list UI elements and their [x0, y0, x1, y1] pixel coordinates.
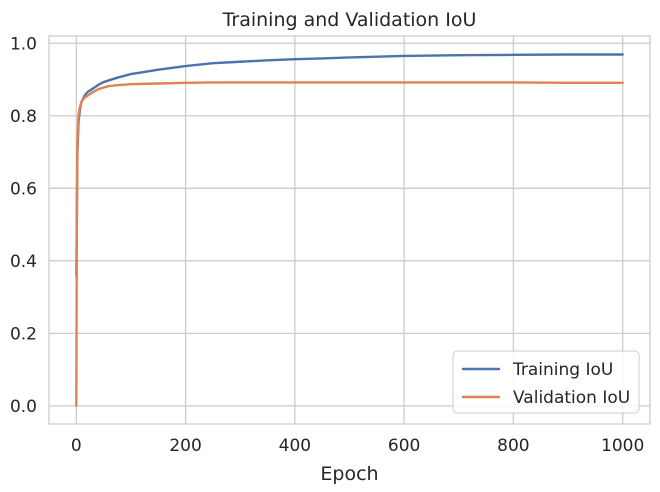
x-tick-label: 1000: [601, 436, 644, 456]
legend-label: Validation IoU: [513, 388, 630, 408]
chart-title: Training and Validation IoU: [222, 9, 477, 31]
x-tick-label: 800: [497, 436, 529, 456]
x-tick-label: 600: [388, 436, 420, 456]
y-tick-label: 0.6: [10, 179, 37, 199]
series-line-validation: [75, 81, 624, 408]
legend: Training IoU Validation IoU: [452, 350, 640, 414]
y-tick-label: 0.4: [10, 252, 37, 272]
x-tick-label: 0: [71, 436, 82, 456]
series-line-training: [75, 53, 624, 277]
tick-labels: 0 200 400 600 800 1000 0.0 0.2 0.4 0.6 0.8 1.0: [10, 34, 644, 456]
x-axis-label: Epoch: [320, 463, 378, 485]
y-tick-label: 1.0: [10, 34, 37, 54]
plot-frame: [48, 35, 651, 425]
series-layer: [75, 53, 624, 408]
y-tick-label: 0.8: [10, 107, 37, 127]
y-tick-label: 0.0: [10, 397, 37, 417]
x-tick-label: 400: [279, 436, 311, 456]
x-tick-label: 200: [169, 436, 201, 456]
y-tick-label: 0.2: [10, 324, 37, 344]
legend-label: Training IoU: [512, 360, 613, 380]
grid: [49, 36, 650, 424]
